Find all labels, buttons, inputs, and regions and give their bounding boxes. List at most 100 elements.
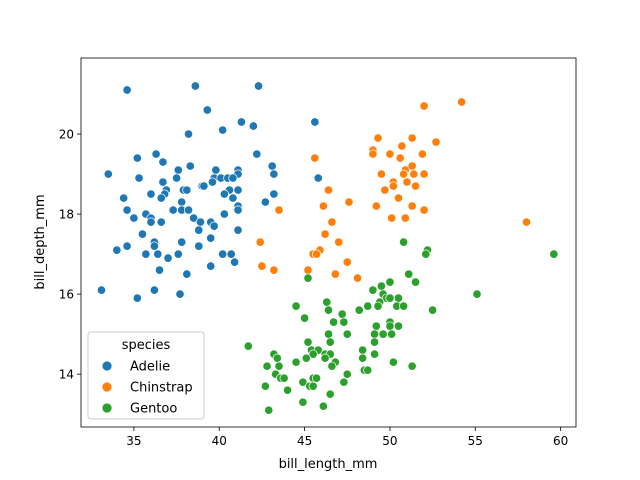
point-chinstrap <box>388 181 398 191</box>
point-adelie <box>175 289 185 299</box>
point-adelie <box>267 161 277 171</box>
point-gentoo <box>376 281 386 291</box>
point-adelie <box>177 237 187 247</box>
point-adelie <box>172 173 182 183</box>
point-adelie <box>218 125 228 135</box>
point-adelie <box>233 205 243 215</box>
point-adelie <box>158 157 168 167</box>
point-gentoo <box>260 381 270 391</box>
point-gentoo <box>301 353 311 363</box>
point-adelie <box>195 217 206 227</box>
point-gentoo <box>339 377 349 387</box>
point-adelie <box>137 229 147 239</box>
point-adelie <box>185 161 195 171</box>
point-adelie <box>228 173 238 183</box>
point-adelie <box>313 173 323 183</box>
point-gentoo <box>325 337 335 347</box>
point-adelie <box>158 177 168 187</box>
point-gentoo <box>368 285 378 295</box>
point-chinstrap <box>274 205 284 215</box>
point-gentoo <box>428 305 438 315</box>
point-gentoo <box>354 305 364 315</box>
point-gentoo <box>407 361 417 371</box>
point-adelie <box>134 173 144 183</box>
point-adelie <box>156 217 166 227</box>
y-tick-label: 20 <box>59 128 74 142</box>
point-gentoo <box>327 361 337 371</box>
point-gentoo <box>370 329 380 339</box>
x-tick-label: 55 <box>468 434 483 448</box>
point-gentoo <box>279 373 289 383</box>
point-adelie <box>219 189 229 199</box>
point-adelie <box>182 185 192 195</box>
y-axis-label: bill_depth_mm <box>33 194 48 289</box>
point-adelie <box>269 169 279 179</box>
point-gentoo <box>298 377 308 387</box>
point-chinstrap <box>371 201 381 211</box>
point-gentoo <box>308 349 318 359</box>
point-chinstrap <box>399 169 409 179</box>
point-adelie <box>206 261 216 271</box>
point-adelie <box>194 225 204 235</box>
y-tick-label: 14 <box>59 368 74 382</box>
point-chinstrap <box>409 169 419 179</box>
point-gentoo <box>282 385 293 395</box>
point-gentoo <box>291 357 301 367</box>
point-chinstrap <box>310 153 320 163</box>
point-gentoo <box>298 397 308 407</box>
legend-title: species <box>122 338 171 353</box>
point-adelie <box>146 189 156 199</box>
point-adelie <box>211 165 221 175</box>
point-adelie <box>177 197 187 207</box>
point-gentoo <box>300 313 310 323</box>
point-adelie <box>206 233 216 243</box>
point-chinstrap <box>330 269 340 279</box>
point-gentoo <box>399 301 409 311</box>
point-chinstrap <box>419 205 429 215</box>
point-chinstrap <box>376 169 386 179</box>
legend-label-gentoo: Gentoo <box>130 402 177 417</box>
point-chinstrap <box>342 257 352 267</box>
point-adelie <box>182 269 192 279</box>
point-gentoo <box>262 361 272 371</box>
point-adelie <box>149 241 159 251</box>
point-adelie <box>149 285 159 295</box>
y-tick-label: 18 <box>59 208 74 222</box>
point-adelie <box>141 249 151 259</box>
point-adelie <box>103 169 113 179</box>
point-chinstrap <box>397 141 407 151</box>
point-chinstrap <box>303 265 313 275</box>
point-chinstrap <box>407 161 417 171</box>
point-chinstrap <box>385 149 395 159</box>
point-gentoo <box>329 317 339 327</box>
legend-label-adelie: Adelie <box>130 360 170 375</box>
point-gentoo <box>308 381 318 391</box>
point-chinstrap <box>352 273 363 283</box>
point-gentoo <box>243 341 253 351</box>
point-chinstrap <box>368 149 378 159</box>
point-chinstrap <box>419 169 429 179</box>
legend: species Adelie Chinstrap Gentoo <box>87 331 205 420</box>
point-chinstrap <box>400 213 410 223</box>
point-gentoo <box>373 301 383 311</box>
point-gentoo <box>378 329 388 339</box>
point-adelie <box>151 149 161 159</box>
point-gentoo <box>404 269 414 279</box>
point-gentoo <box>358 345 368 355</box>
x-axis: 35 40 45 50 55 60 <box>126 427 568 448</box>
point-gentoo <box>358 353 368 363</box>
legend-label-chinstrap: Chinstrap <box>130 381 193 396</box>
point-adelie <box>173 249 183 259</box>
point-adelie <box>253 81 264 91</box>
point-gentoo <box>337 309 347 319</box>
point-adelie <box>190 81 200 91</box>
point-adelie <box>173 165 183 175</box>
point-chinstrap <box>431 137 441 147</box>
point-adelie <box>183 205 194 215</box>
point-adelie <box>112 245 122 255</box>
point-adelie <box>119 193 129 203</box>
point-gentoo <box>385 293 395 303</box>
point-gentoo <box>303 273 313 283</box>
point-chinstrap <box>395 153 405 163</box>
point-adelie <box>236 117 246 127</box>
